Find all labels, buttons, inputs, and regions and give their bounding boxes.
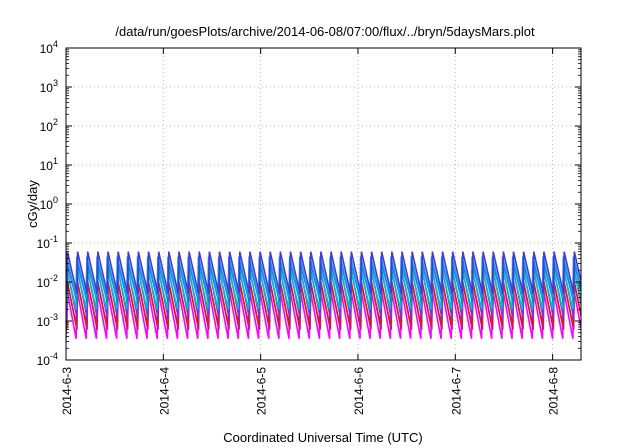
x-tick-label: 2014-6-7 [449,367,463,415]
y-tick-label: 103 [40,78,58,95]
grid [66,48,581,360]
x-tick-label: 2014-6-8 [547,367,561,415]
x-tick-label: 2014-6-4 [157,367,171,415]
y-tick-label: 102 [40,117,58,134]
x-tick-label: 2014-6-6 [352,367,366,415]
y-tick-label: 104 [40,39,58,56]
y-tick-label: 100 [40,195,58,212]
x-axis-label: Coordinated Universal Time (UTC) [223,430,422,445]
y-tick-label: 10-3 [37,312,58,329]
y-tick-label: 10-4 [37,351,58,368]
y-tick-label: 10-1 [37,234,58,251]
y-axis: 10-4 10-3 10-2 10-1 100 101 102 103 104 [37,39,581,368]
plot-frame [65,47,582,361]
y-tick-label: 10-2 [37,273,58,290]
x-tick-label: 2014-6-5 [255,367,269,415]
series-group [66,251,581,339]
y-axis-label: cGy/day [25,180,40,228]
x-tick-label: 2014-6-3 [60,367,74,415]
chart-title: /data/run/goesPlots/archive/2014-06-08/0… [115,24,535,39]
x-axis: 2014-6-3 2014-6-4 2014-6-5 2014-6-6 2014-6-7… [60,48,561,415]
y-tick-label: 101 [40,156,58,173]
series-line-8 [66,251,581,294]
